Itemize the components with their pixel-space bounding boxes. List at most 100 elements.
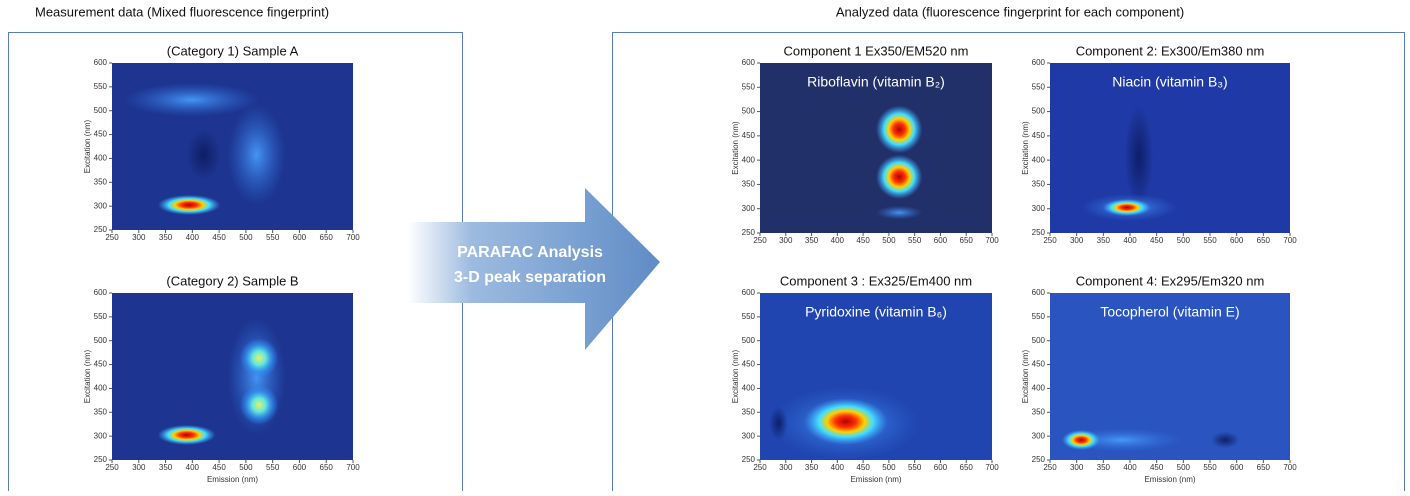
y-tick-label: 250 (1032, 228, 1046, 237)
x-tick-label: 400 (1123, 236, 1137, 245)
y-tick-label: 500 (742, 107, 756, 116)
x-tick-label: 500 (239, 233, 253, 242)
y-tick-label: 300 (1032, 431, 1046, 440)
y-tick-label: 350 (1032, 407, 1046, 416)
heatmap (760, 63, 992, 233)
y-tick-label: 250 (94, 455, 108, 464)
x-tick-label: 300 (132, 233, 146, 242)
y-tick-label: 500 (94, 106, 108, 115)
x-tick-label: 350 (1097, 236, 1111, 245)
x-tick-label: 250 (1043, 236, 1057, 245)
x-axis-label: Emission (nm) (207, 475, 258, 484)
y-tick-label: 500 (1032, 107, 1046, 116)
x-tick-label: 250 (1043, 463, 1057, 472)
x-tick-label: 700 (346, 463, 360, 472)
plot-title: Component 2: Ex300/Em380 nm (1076, 43, 1265, 58)
heatmap-peak (186, 129, 221, 180)
heatmap-peak (1124, 105, 1154, 208)
right-header: Analyzed data (fluorescence fingerprint … (836, 4, 1184, 19)
y-tick-label: 400 (742, 155, 756, 164)
x-tick-label: 650 (320, 463, 334, 472)
arrow-text: PARAFAC Analysis (457, 244, 603, 261)
x-tick-label: 300 (779, 463, 793, 472)
y-axis-label: Excitation (nm) (1021, 121, 1030, 175)
x-tick-label: 550 (908, 463, 922, 472)
y-tick-label: 550 (94, 82, 108, 91)
x-tick-label: 450 (1150, 236, 1164, 245)
y-tick-label: 350 (1032, 180, 1046, 189)
heatmap (1050, 63, 1290, 233)
x-tick-label: 500 (239, 463, 253, 472)
heatmap (1050, 293, 1290, 460)
plot-title: Component 1 Ex350/EM520 nm (784, 43, 969, 58)
x-tick-label: 650 (1257, 463, 1271, 472)
y-tick-label: 400 (94, 384, 108, 393)
y-tick-label: 550 (742, 82, 756, 91)
x-axis-label: Emission (nm) (1144, 475, 1195, 484)
plot-title: (Category 2) Sample B (166, 273, 298, 288)
x-tick-label: 400 (1123, 463, 1137, 472)
heatmap-peak (157, 194, 221, 215)
plot-title: Component 4: Ex295/Em320 nm (1076, 273, 1265, 288)
x-tick-label: 450 (212, 463, 226, 472)
x-tick-label: 500 (1177, 463, 1191, 472)
left-header: Measurement data (Mixed fluorescence fin… (35, 4, 329, 19)
y-tick-label: 600 (1032, 58, 1046, 67)
y-tick-label: 300 (742, 431, 756, 440)
x-tick-label: 550 (266, 463, 280, 472)
y-tick-label: 250 (1032, 455, 1046, 464)
x-tick-label: 700 (1283, 236, 1297, 245)
x-tick-label: 250 (753, 236, 767, 245)
y-axis-label: Excitation (nm) (731, 349, 740, 403)
y-tick-label: 400 (94, 154, 108, 163)
y-axis-label: Excitation (nm) (1021, 349, 1030, 403)
heatmap-peak (876, 105, 923, 154)
y-tick-label: 350 (94, 407, 108, 416)
heatmap-peak (157, 424, 216, 445)
y-tick-label: 500 (742, 336, 756, 345)
y-tick-label: 450 (742, 131, 756, 140)
x-tick-label: 650 (960, 236, 974, 245)
x-tick-label: 350 (159, 463, 173, 472)
heatmap (760, 293, 992, 460)
y-tick-label: 450 (1032, 360, 1046, 369)
y-tick-label: 450 (94, 130, 108, 139)
x-tick-label: 500 (882, 236, 896, 245)
plot-title: Component 3 : Ex325/Em400 nm (780, 273, 972, 288)
heatmap-peak (876, 205, 923, 220)
heatmap-peak (124, 83, 260, 117)
x-tick-label: 600 (934, 236, 948, 245)
heatmap-peak (876, 154, 923, 199)
x-tick-label: 550 (266, 233, 280, 242)
x-tick-label: 250 (105, 233, 119, 242)
component-label: Tocopherol (vitamin E) (1100, 304, 1239, 320)
x-tick-label: 400 (831, 463, 845, 472)
x-tick-label: 450 (212, 233, 226, 242)
heatmap (112, 293, 353, 460)
y-tick-label: 450 (1032, 131, 1046, 140)
x-tick-label: 250 (753, 463, 767, 472)
y-tick-label: 450 (94, 360, 108, 369)
y-tick-label: 600 (94, 288, 108, 297)
x-tick-label: 350 (805, 236, 819, 245)
arrow-text: 3-D peak separation (454, 269, 606, 286)
x-tick-label: 500 (882, 463, 896, 472)
x-tick-label: 700 (985, 463, 999, 472)
y-tick-label: 350 (742, 180, 756, 189)
y-tick-label: 350 (94, 177, 108, 186)
y-tick-label: 450 (742, 360, 756, 369)
y-tick-label: 600 (1032, 288, 1046, 297)
x-tick-label: 600 (1230, 236, 1244, 245)
x-tick-label: 300 (779, 236, 793, 245)
y-tick-label: 300 (94, 201, 108, 210)
y-tick-label: 250 (94, 225, 108, 234)
y-tick-label: 400 (742, 384, 756, 393)
component-label: Pyridoxine (vitamin B₆) (805, 304, 947, 320)
x-tick-label: 650 (320, 233, 334, 242)
y-tick-label: 550 (1032, 82, 1046, 91)
x-tick-label: 700 (1283, 463, 1297, 472)
y-tick-label: 250 (742, 455, 756, 464)
heatmap-peak (1062, 429, 1101, 450)
y-tick-label: 550 (1032, 312, 1046, 321)
x-tick-label: 400 (186, 233, 200, 242)
